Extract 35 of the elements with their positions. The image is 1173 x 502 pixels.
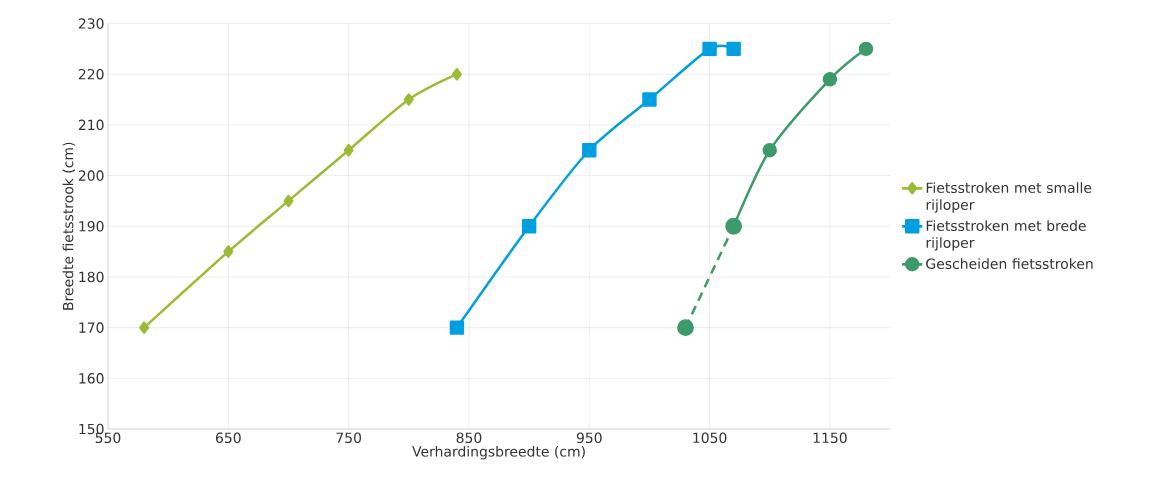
point <box>762 143 777 158</box>
point <box>822 72 838 87</box>
y-axis-title: Breedte fietsstrook (cm) <box>62 142 76 310</box>
legend-label: Fietsstroken met brede rijloper <box>926 220 1086 251</box>
point <box>403 93 414 106</box>
x-tick-label: 1050 <box>693 432 727 444</box>
x-axis-title: Verhardingsbreedte (cm) <box>412 445 585 460</box>
y-tick-label: 190 <box>79 220 104 232</box>
point <box>642 92 657 107</box>
y-tick-label: 200 <box>78 170 104 181</box>
point <box>726 41 741 57</box>
point <box>283 194 294 208</box>
x-tick-label: 650 <box>215 432 241 444</box>
y-tick-label: 180 <box>79 271 104 283</box>
y-tick-label: 170 <box>79 322 104 333</box>
point <box>521 219 537 234</box>
point <box>139 321 150 334</box>
y-tick-label: 220 <box>78 68 104 80</box>
point <box>677 319 694 337</box>
legend-label: Gescheiden fietsstroken <box>926 258 1093 270</box>
point <box>449 320 465 335</box>
point <box>343 144 354 157</box>
x-tick-label: 950 <box>576 432 602 444</box>
y-tick-label: 230 <box>78 18 104 29</box>
point <box>582 143 597 158</box>
point <box>223 245 234 258</box>
x-tick-label: 1150 <box>813 432 847 444</box>
legend-label: Fietsstroken met smalle rijloper <box>926 182 1092 213</box>
point <box>702 41 717 57</box>
point <box>451 67 462 81</box>
y-tick-label: 210 <box>78 119 104 131</box>
y-tick-label: 160 <box>79 373 104 384</box>
point <box>858 41 874 57</box>
x-tick-label: 750 <box>336 432 362 444</box>
x-tick-label: 850 <box>456 432 482 444</box>
